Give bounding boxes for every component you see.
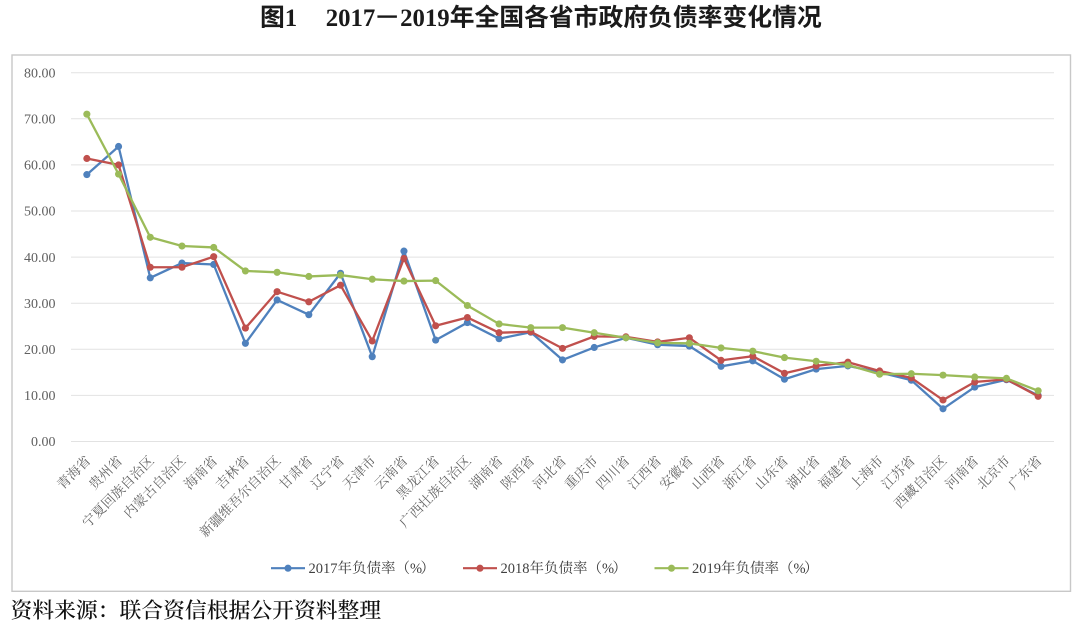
svg-text:2017: 2017	[309, 561, 338, 577]
svg-text:%: %	[794, 561, 806, 577]
svg-text:40.00: 40.00	[24, 251, 56, 266]
svg-text:2019: 2019	[692, 561, 721, 577]
svg-text:2019: 2019	[400, 5, 450, 32]
svg-text:2017: 2017	[326, 5, 376, 32]
svg-text:0.00: 0.00	[31, 435, 56, 450]
svg-text:30.00: 30.00	[24, 297, 56, 312]
svg-text:2018: 2018	[501, 561, 530, 577]
svg-text:50.00: 50.00	[24, 205, 56, 220]
svg-text:20.00: 20.00	[24, 343, 56, 358]
svg-text:80.00: 80.00	[24, 66, 56, 81]
svg-text:%: %	[602, 561, 614, 577]
svg-text:60.00: 60.00	[24, 159, 56, 174]
svg-text:1: 1	[285, 5, 297, 32]
svg-text:70.00: 70.00	[24, 113, 56, 128]
svg-text:%: %	[410, 561, 422, 577]
svg-text:10.00: 10.00	[24, 389, 56, 404]
